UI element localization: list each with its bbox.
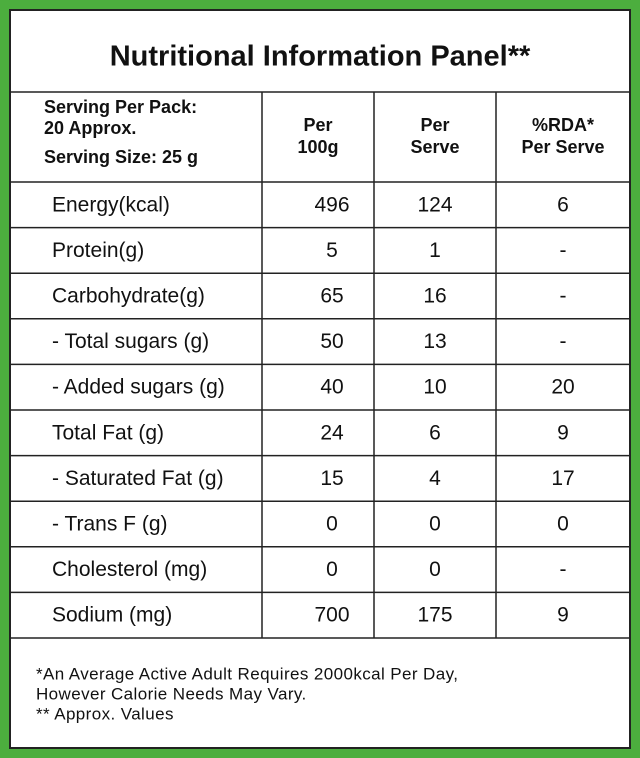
nutrient-value: 13 [423, 330, 446, 353]
column-header: %RDA* [532, 115, 594, 135]
nutrient-value: 5 [326, 239, 338, 262]
nutrient-value: 4 [429, 467, 441, 490]
nutrient-value: - [560, 239, 567, 262]
nutrient-value: 0 [557, 513, 569, 536]
nutrient-value: - [560, 330, 567, 353]
panel-body [9, 9, 631, 749]
serving-info: Serving Per Pack: [44, 97, 197, 117]
nutrient-name: Sodium (mg) [52, 604, 172, 627]
nutrient-value: 40 [320, 376, 343, 399]
footnote: However Calorie Needs May Vary. [36, 684, 307, 703]
footnote: *An Average Active Adult Requires 2000kc… [36, 664, 458, 683]
nutrient-name: Total Fat (g) [52, 421, 164, 444]
nutrient-value: 6 [429, 421, 441, 444]
nutrient-name: - Added sugars (g) [52, 376, 225, 399]
nutrient-value: 6 [557, 193, 569, 216]
column-header: Per [420, 115, 449, 135]
column-header: 100g [297, 137, 338, 157]
nutrient-value: 0 [326, 513, 338, 536]
panel-title: Nutritional Information Panel** [110, 41, 531, 73]
column-header: Per Serve [521, 137, 604, 157]
serving-info: 20 Approx. [44, 118, 136, 138]
nutrient-value: 15 [320, 467, 343, 490]
serving-info: Serving Size: 25 g [44, 147, 198, 167]
nutrient-value: 496 [314, 193, 349, 216]
nutrient-name: - Saturated Fat (g) [52, 467, 224, 490]
nutrient-value: 65 [320, 285, 343, 308]
nutrient-value: 50 [320, 330, 343, 353]
nutrient-value: 0 [429, 513, 441, 536]
nutrient-name: - Total sugars (g) [52, 330, 209, 353]
column-header: Per [303, 115, 332, 135]
nutrient-value: 124 [417, 193, 452, 216]
nutrient-value: 20 [551, 376, 574, 399]
nutrient-value: 0 [326, 558, 338, 581]
nutrient-name: Cholesterol (mg) [52, 558, 207, 581]
nutrient-value: 700 [314, 604, 349, 627]
column-header: Serve [410, 137, 459, 157]
nutrient-value: 175 [417, 604, 452, 627]
nutrient-value: 1 [429, 239, 441, 262]
nutrient-value: 9 [557, 421, 569, 444]
nutrient-value: - [560, 558, 567, 581]
nutrient-value: 17 [551, 467, 574, 490]
nutrient-value: 16 [423, 285, 446, 308]
footnote: ** Approx. Values [36, 704, 174, 723]
nutrient-value: 10 [423, 376, 446, 399]
nutrient-value: - [560, 285, 567, 308]
nutrient-name: Carbohydrate(g) [52, 285, 205, 308]
nutrient-name: Protein(g) [52, 239, 144, 262]
nutrient-name: Energy(kcal) [52, 193, 170, 216]
nutrient-value: 24 [320, 421, 344, 444]
nutrient-name: - Trans F (g) [52, 513, 168, 536]
nutrient-value: 0 [429, 558, 441, 581]
nutrient-value: 9 [557, 604, 569, 627]
